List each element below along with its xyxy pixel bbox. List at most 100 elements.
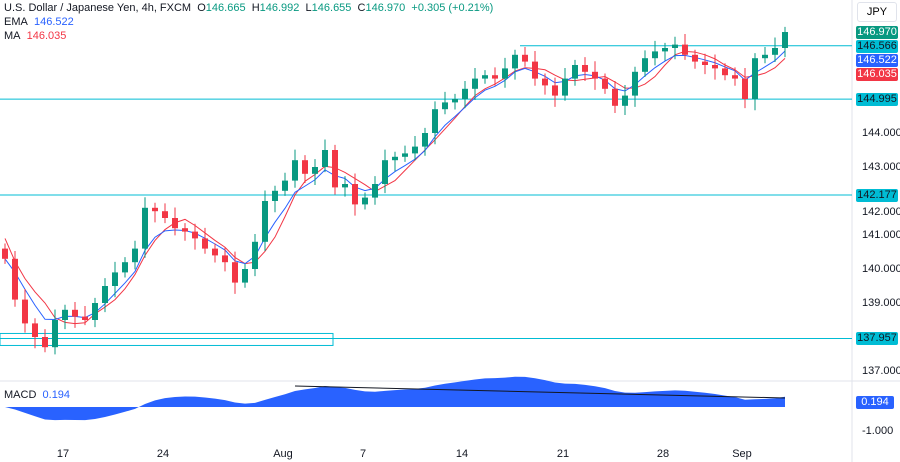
y-tick: 137.000 (862, 365, 900, 377)
candle-body (272, 190, 278, 201)
candle-body (132, 248, 138, 263)
candle-body (352, 184, 358, 205)
candle-body (782, 32, 788, 48)
candle-body (312, 167, 318, 174)
candle-body (452, 99, 458, 103)
candle-body (512, 54, 518, 69)
candle-body (412, 146, 418, 154)
candle-body (732, 75, 738, 79)
candle-body (572, 65, 578, 79)
ma-label: MA (4, 30, 21, 42)
candle-body (472, 78, 478, 89)
candle-body (122, 262, 128, 273)
y-tick: 140.000 (862, 263, 900, 275)
candle-body (602, 78, 608, 89)
x-tick: 7 (359, 448, 367, 460)
candle-body (402, 153, 408, 157)
level-tag-142177: 142.177 (856, 189, 898, 202)
candle-body (582, 65, 588, 72)
candle-body (332, 150, 338, 188)
candle-body (592, 71, 598, 79)
c-label: C (357, 2, 366, 14)
candle-body (72, 309, 78, 317)
candle-body (752, 58, 758, 99)
close-value: 146.970 (365, 2, 406, 14)
candle-body (772, 48, 778, 55)
candle-body (142, 207, 148, 249)
candle-body (372, 184, 378, 198)
ma-line (4, 50, 786, 325)
macd-trendline (294, 385, 786, 399)
candle-body (542, 78, 548, 86)
candle-body (292, 160, 298, 181)
macd-value: 0.194 (42, 389, 71, 401)
candle-body (722, 68, 728, 76)
y-tick: 142.000 (862, 206, 900, 218)
change-value: +0.305 (+0.21%) (411, 2, 494, 14)
candle-body (662, 48, 668, 52)
candle-body (42, 337, 48, 348)
low-value: 146.655 (311, 2, 352, 14)
y-tick: 144.000 (862, 127, 900, 139)
x-tick: Aug (273, 448, 293, 460)
candle-body (362, 197, 368, 205)
candle-body (742, 78, 748, 99)
open-value: 146.665 (205, 2, 246, 14)
x-tick: Sep (732, 448, 752, 460)
candle-body (682, 44, 688, 55)
symbol-title: U.S. Dollar / Japanese Yen, 4h, FXCM (4, 2, 192, 14)
candle-body (242, 269, 248, 283)
candle-body (152, 207, 158, 212)
candle-body (672, 44, 678, 48)
candle-body (392, 156, 398, 161)
y-tick: 139.000 (862, 297, 900, 309)
h-label: H (251, 2, 260, 14)
candle-body (302, 160, 308, 174)
candle-body (212, 248, 218, 256)
candle-body (262, 201, 268, 242)
ma-tag: 146.035 (856, 68, 898, 81)
x-tick: 28 (656, 448, 670, 460)
candle-body (82, 316, 88, 320)
candle-body (422, 133, 428, 147)
candle-body (552, 85, 558, 96)
candle-body (712, 65, 718, 69)
x-tick: 14 (455, 448, 469, 460)
y-tick: 143.000 (862, 161, 900, 173)
candle-body (442, 102, 448, 110)
ema-legend[interactable]: EMA 146.522 (4, 16, 74, 29)
y-tick: 141.000 (862, 229, 900, 241)
macd-label: MACD (4, 389, 37, 401)
ma-legend[interactable]: MA 146.035 (4, 30, 66, 43)
candle-body (192, 231, 198, 239)
macd-area (5, 376, 785, 421)
ema-line (4, 50, 786, 320)
x-tick: 24 (156, 448, 170, 460)
candle-body (762, 54, 768, 59)
high-value: 146.992 (259, 2, 300, 14)
candle-body (432, 109, 438, 133)
candle-body (522, 54, 528, 62)
candle-body (32, 323, 38, 337)
macd-legend[interactable]: MACD 0.194 (4, 389, 70, 402)
l-label: L (305, 2, 312, 14)
last-price-tag: 146.970 (856, 26, 898, 39)
candle-body (172, 218, 178, 229)
x-tick: 21 (556, 448, 570, 460)
candle-body (2, 248, 8, 259)
level-tag-144995: 144.995 (856, 93, 898, 106)
currency-button[interactable]: JPY (857, 2, 897, 22)
x-tick: 17 (56, 448, 70, 460)
candle-body (642, 58, 648, 72)
candle-body (52, 320, 58, 348)
candle-body (462, 88, 468, 99)
candle-body (62, 309, 68, 320)
candle-body (112, 272, 118, 286)
candle-body (202, 238, 208, 249)
symbol-legend: U.S. Dollar / Japanese Yen, 4h, FXCM O14… (4, 2, 493, 15)
candle-body (632, 71, 638, 96)
ema-tag: 146.522 (856, 54, 898, 67)
level-tag-137957: 137.957 (856, 332, 898, 345)
